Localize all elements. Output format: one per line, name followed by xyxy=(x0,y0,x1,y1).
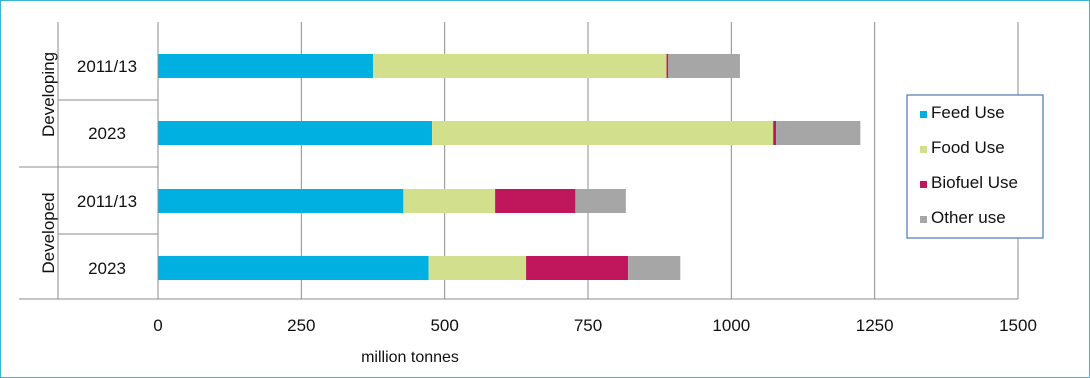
category-label: 2011/13 xyxy=(77,57,137,76)
legend-swatch xyxy=(920,146,927,153)
category-label: 2023 xyxy=(88,124,126,143)
bar-feed-use xyxy=(158,189,404,213)
x-axis-title: million tonnes xyxy=(361,349,459,366)
bar-feed-use xyxy=(158,121,433,145)
bar-biofuel-use xyxy=(773,121,777,145)
bar-food-use xyxy=(428,256,527,280)
bar-other-use xyxy=(628,256,681,280)
bar-biofuel-use xyxy=(666,54,669,78)
bar-other-use xyxy=(776,121,861,145)
x-tick-label: 1250 xyxy=(856,316,894,335)
bars xyxy=(158,54,861,280)
category-label: 2011/13 xyxy=(77,192,137,211)
x-tick-label: 0 xyxy=(153,316,162,335)
bar-food-use xyxy=(432,121,774,145)
legend-label: Other use xyxy=(931,208,1006,227)
group-label: Developing xyxy=(39,52,58,137)
bar-feed-use xyxy=(158,54,373,78)
bar-other-use xyxy=(668,54,740,78)
category-labels: 2011/13 2023 2011/13 2023 Developing Develope… xyxy=(39,52,137,278)
legend-label: Food Use xyxy=(931,138,1005,157)
x-tick-label: 250 xyxy=(287,316,315,335)
bar-other-use xyxy=(575,189,626,213)
legend-swatch xyxy=(920,181,927,188)
group-label: Developed xyxy=(39,192,58,273)
legend-box xyxy=(906,94,1044,239)
legend-label: Biofuel Use xyxy=(931,173,1018,192)
axes xyxy=(19,22,1018,300)
legend-label: Feed Use xyxy=(931,103,1005,122)
bar-food-use xyxy=(403,189,496,213)
legend-swatch xyxy=(920,216,927,223)
category-label: 2023 xyxy=(88,259,126,278)
x-tick-label: 500 xyxy=(430,316,458,335)
bar-biofuel-use xyxy=(526,256,629,280)
legend: Feed Use Food Use Biofuel Use Other use xyxy=(906,94,1044,239)
x-tick-label: 1500 xyxy=(999,316,1037,335)
x-tick-label: 1000 xyxy=(712,316,750,335)
bar-biofuel-use xyxy=(495,189,576,213)
legend-swatch xyxy=(920,111,927,118)
x-tick-label: 750 xyxy=(574,316,602,335)
bar-food-use xyxy=(373,54,667,78)
bar-feed-use xyxy=(158,256,429,280)
x-tick-labels: 0 250 500 750 1000 1250 1500 xyxy=(153,316,1037,335)
